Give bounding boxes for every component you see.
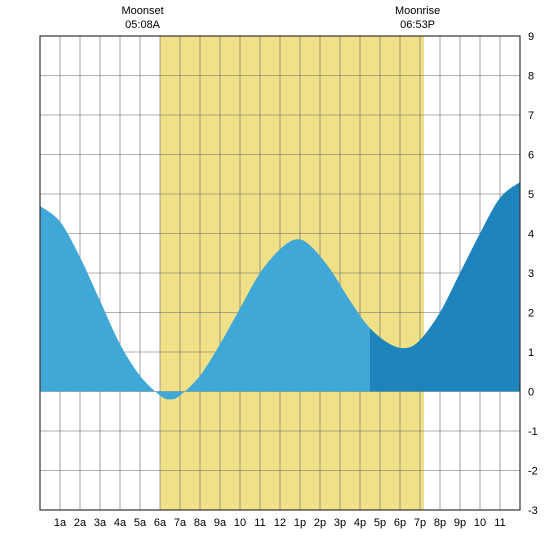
y-tick-label: -3 bbox=[528, 505, 538, 517]
y-tick-label: 8 bbox=[528, 71, 534, 83]
moon-event-label: Moonrise bbox=[395, 5, 440, 17]
x-tick-label: 9a bbox=[214, 517, 227, 529]
x-tick-label: 7a bbox=[174, 517, 187, 529]
x-tick-label: 6p bbox=[394, 517, 406, 529]
x-tick-label: 10 bbox=[234, 517, 246, 529]
x-tick-label: 1a bbox=[54, 517, 67, 529]
x-tick-label: 3p bbox=[334, 517, 346, 529]
y-tick-label: -2 bbox=[528, 466, 538, 478]
x-tick-label: 3a bbox=[94, 517, 107, 529]
y-tick-label: -1 bbox=[528, 426, 538, 438]
y-tick-label: 6 bbox=[528, 150, 534, 162]
y-tick-label: 1 bbox=[528, 347, 534, 359]
x-tick-label: 5a bbox=[134, 517, 147, 529]
x-tick-label: 11 bbox=[254, 517, 265, 529]
chart-svg: -3-2-101234567891a2a3a4a5a6a7a8a9a101112… bbox=[0, 0, 550, 550]
y-tick-label: 9 bbox=[528, 31, 534, 43]
x-tick-label: 2a bbox=[74, 517, 87, 529]
y-tick-label: 2 bbox=[528, 308, 534, 320]
tide-chart: -3-2-101234567891a2a3a4a5a6a7a8a9a101112… bbox=[0, 0, 550, 550]
x-tick-label: 7p bbox=[414, 517, 426, 529]
y-tick-label: 7 bbox=[528, 110, 534, 122]
y-tick-label: 4 bbox=[528, 229, 534, 241]
moon-event-label: Moonset bbox=[121, 5, 163, 17]
x-tick-label: 8p bbox=[434, 517, 446, 529]
moon-event-time: 05:08A bbox=[125, 19, 161, 31]
x-tick-label: 10 bbox=[474, 517, 486, 529]
x-tick-label: 6a bbox=[154, 517, 167, 529]
x-tick-label: 4p bbox=[354, 517, 366, 529]
x-tick-label: 12 bbox=[274, 517, 286, 529]
y-tick-label: 3 bbox=[528, 268, 534, 280]
x-tick-label: 2p bbox=[314, 517, 326, 529]
y-tick-label: 5 bbox=[528, 189, 534, 201]
x-tick-label: 1p bbox=[294, 517, 306, 529]
x-tick-label: 4a bbox=[114, 517, 127, 529]
x-tick-label: 11 bbox=[494, 517, 505, 529]
x-tick-label: 8a bbox=[194, 517, 207, 529]
x-tick-label: 5p bbox=[374, 517, 386, 529]
y-tick-label: 0 bbox=[528, 387, 534, 399]
moon-event-time: 06:53P bbox=[400, 19, 435, 31]
x-tick-label: 9p bbox=[454, 517, 466, 529]
